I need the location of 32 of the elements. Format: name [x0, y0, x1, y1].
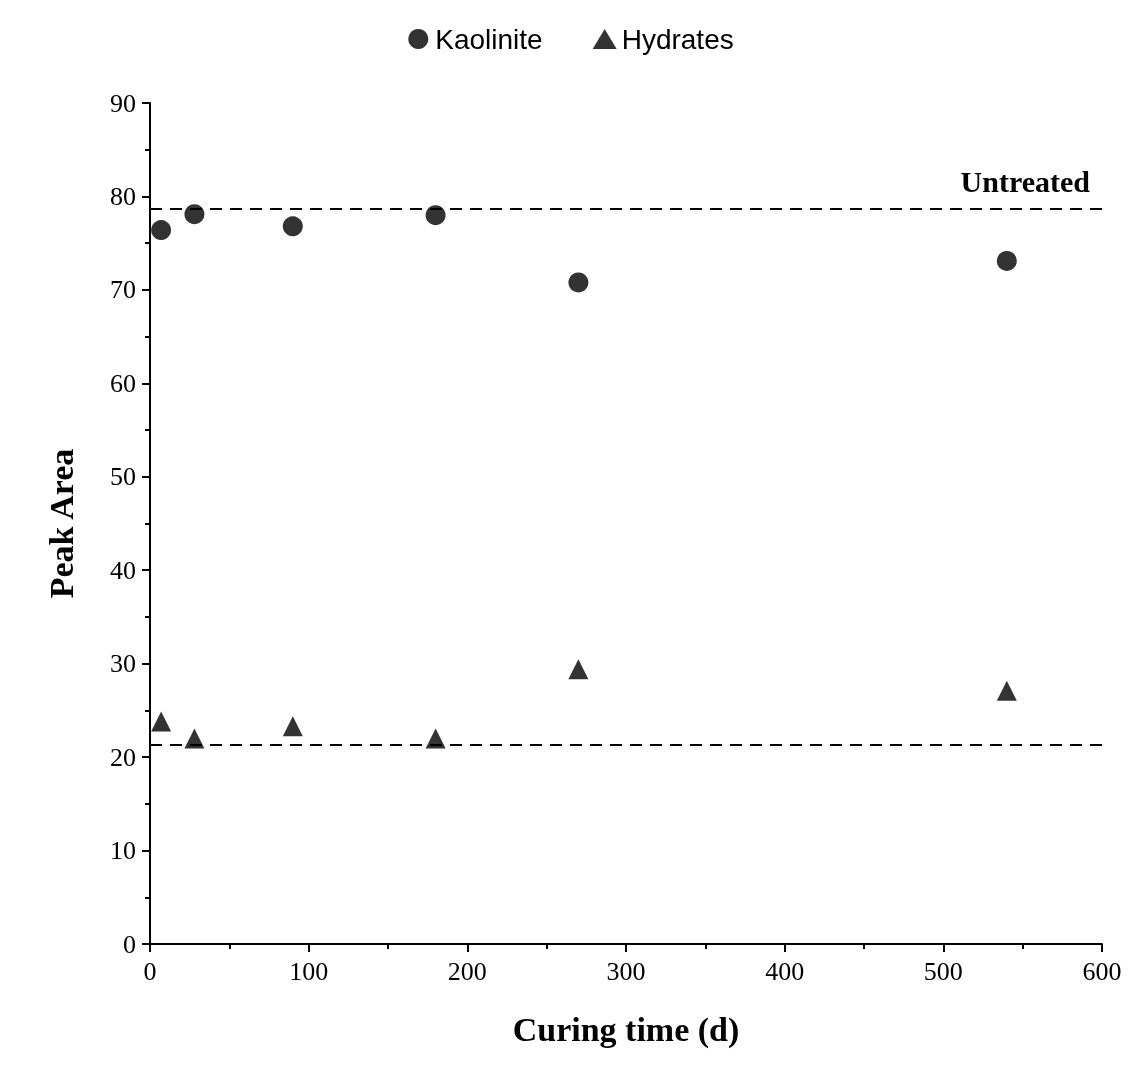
x-tick-label: 0: [143, 956, 157, 986]
legend-label: Kaolinite: [435, 23, 543, 55]
y-tick-label: 80: [110, 181, 136, 211]
x-tick-label: 400: [765, 956, 805, 986]
x-tick-label: 200: [447, 956, 487, 986]
point: [184, 204, 205, 225]
x-tick-label: 600: [1082, 956, 1122, 986]
y-tick-label: 0: [123, 929, 136, 959]
point: [282, 216, 303, 237]
point: [151, 711, 172, 732]
x-axis-title: Curing time (d): [512, 1010, 740, 1049]
point: [996, 680, 1017, 701]
y-axis-title: Peak Area: [42, 448, 80, 599]
point: [568, 659, 589, 680]
y-tick-label: 40: [110, 555, 136, 585]
point: [568, 272, 589, 293]
point: [151, 220, 172, 241]
y-tick-label: 70: [110, 275, 136, 305]
x-tick-label: 100: [289, 956, 329, 986]
y-tick-label: 50: [110, 462, 136, 492]
y-tick-label: 60: [110, 368, 136, 398]
legend-label: Hydrates: [621, 23, 734, 55]
y-tick-label: 20: [110, 742, 136, 772]
ref-line-label: Untreated: [960, 165, 1091, 199]
x-tick-label: 300: [606, 956, 646, 986]
point: [425, 205, 446, 226]
y-tick-label: 90: [110, 88, 136, 118]
point: [282, 716, 303, 737]
x-tick-label: 500: [923, 956, 963, 986]
y-tick-label: 10: [110, 836, 136, 866]
y-tick-label: 30: [110, 649, 136, 679]
point: [996, 250, 1017, 271]
